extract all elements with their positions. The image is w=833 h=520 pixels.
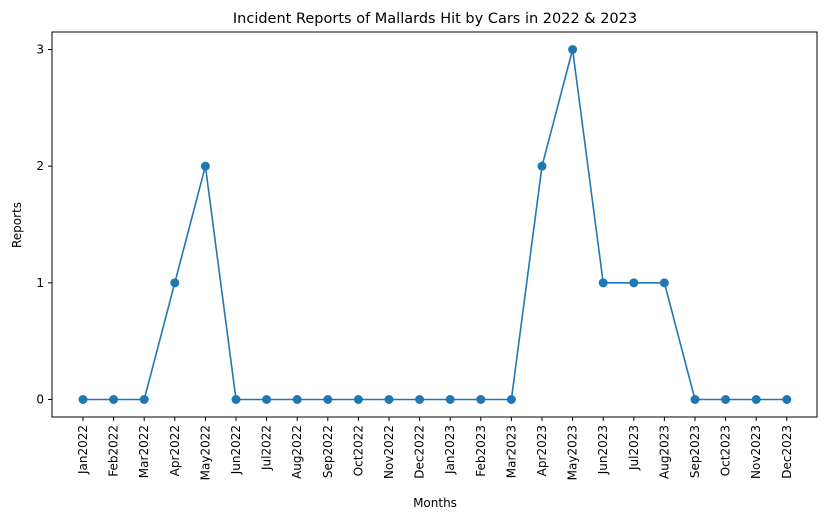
data-point: [323, 395, 333, 404]
data-point: [262, 395, 272, 404]
x-tick-label: Feb2023: [474, 425, 488, 477]
data-point: [568, 45, 578, 54]
data-point: [384, 395, 394, 404]
y-tick-label: 3: [36, 43, 44, 57]
x-tick-label: Jan2023: [443, 425, 457, 475]
x-axis: Jan2022 Feb2022 Mar2022 Apr2022 May2022 Jun20…: [76, 417, 794, 480]
x-tick-label: Jul2022: [260, 425, 274, 471]
data-point: [231, 395, 241, 404]
y-tick-label: 0: [36, 393, 44, 407]
x-tick-label: Mar2022: [137, 425, 151, 478]
data-point: [292, 395, 302, 404]
data-point: [506, 395, 516, 404]
x-tick-label: Oct2023: [719, 425, 733, 476]
y-tick-label: 1: [36, 276, 44, 290]
data-point: [78, 395, 88, 404]
plot-area-frame: [51, 31, 818, 418]
data-point: [170, 278, 180, 288]
x-tick-label: Nov2022: [382, 425, 396, 479]
data-point: [353, 395, 363, 404]
series-line: [83, 49, 787, 401]
data-point: [659, 278, 669, 288]
x-tick-label: Apr2022: [168, 425, 182, 476]
x-tick-label: Aug2022: [290, 425, 304, 479]
data-point: [751, 395, 761, 404]
data-point: [598, 278, 608, 288]
x-tick-label: Sep2022: [321, 425, 335, 478]
x-tick-label: Oct2022: [351, 425, 365, 476]
x-tick-label: May2022: [198, 425, 212, 480]
data-point: [782, 395, 792, 404]
x-tick-label: Sep2023: [688, 425, 702, 478]
data-point: [445, 395, 455, 404]
data-point: [200, 161, 210, 171]
x-tick-label: Nov2023: [749, 425, 763, 479]
x-tick-label: Feb2022: [107, 425, 121, 477]
data-point: [109, 395, 119, 404]
data-point: [721, 395, 731, 404]
x-tick-label: Apr2023: [535, 425, 549, 476]
data-point: [537, 161, 547, 171]
x-tick-label: Jul2023: [627, 425, 641, 471]
x-tick-label: Aug2023: [657, 425, 671, 479]
x-tick-label: Jun2022: [229, 425, 243, 475]
y-axis: 0 1 2 3: [36, 43, 52, 407]
data-point: [139, 395, 149, 404]
data-point: [690, 395, 700, 404]
data-point: [415, 395, 425, 404]
data-point: [476, 395, 486, 404]
data-point: [629, 278, 639, 288]
x-tick-label: May2023: [566, 425, 580, 480]
x-tick-label: Mar2023: [504, 425, 518, 478]
chart-title: Incident Reports of Mallards Hit by Cars…: [233, 11, 637, 27]
y-axis-label: Reports: [10, 202, 24, 248]
x-tick-label: Jan2022: [76, 425, 90, 475]
series-layer: [78, 45, 792, 404]
x-tick-label: Dec2022: [413, 425, 427, 479]
y-tick-label: 2: [36, 159, 44, 173]
x-tick-label: Dec2023: [780, 425, 794, 479]
x-tick-label: Jun2023: [596, 425, 610, 475]
x-axis-label: Months: [413, 496, 457, 510]
